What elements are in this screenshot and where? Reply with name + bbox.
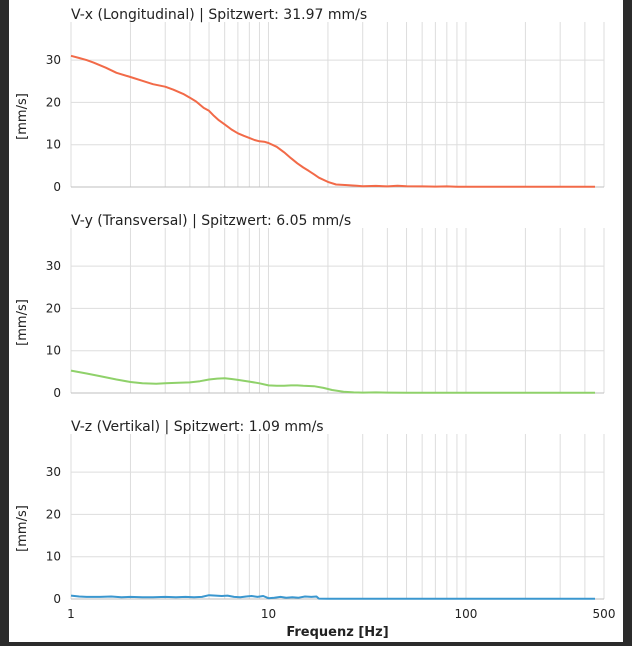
y-tick-label: 0 [53,592,61,606]
x-tick-label: 100 [455,607,478,621]
y-tick-label: 20 [46,507,61,521]
y-tick-label: 0 [53,386,61,400]
y-tick-label: 20 [46,301,61,315]
panel-title: V-x (Longitudinal) | Spitzwert: 31.97 mm… [71,7,367,23]
x-tick-label: 1 [67,607,75,621]
y-tick-label: 30 [46,53,61,67]
series-line [70,54,595,188]
panel-title: V-z (Vertikal) | Spitzwert: 1.09 mm/s [71,419,324,435]
y-axis-label: [mm/s] [15,505,30,552]
x-tick-label: 500 [593,607,616,621]
y-axis-label: [mm/s] [15,93,30,140]
y-tick-label: 10 [46,550,61,564]
series-line [70,369,595,394]
y-tick-label: 30 [46,259,61,273]
y-tick-label: 10 [46,138,61,152]
x-tick-label: 10 [261,607,276,621]
y-tick-label: 20 [46,95,61,109]
panel-title: V-y (Transversal) | Spitzwert: 6.05 mm/s [71,213,351,229]
y-tick-label: 30 [46,465,61,479]
series-line [70,594,595,600]
y-tick-label: 10 [46,344,61,358]
figure: 0 10 20 30 [mm/s] V-x (Longitudinal) | Spitzw… [9,0,623,642]
y-axis-label: [mm/s] [15,299,30,346]
y-tick-label: 0 [53,180,61,194]
x-axis-label: Frequenz [Hz] [286,625,388,640]
